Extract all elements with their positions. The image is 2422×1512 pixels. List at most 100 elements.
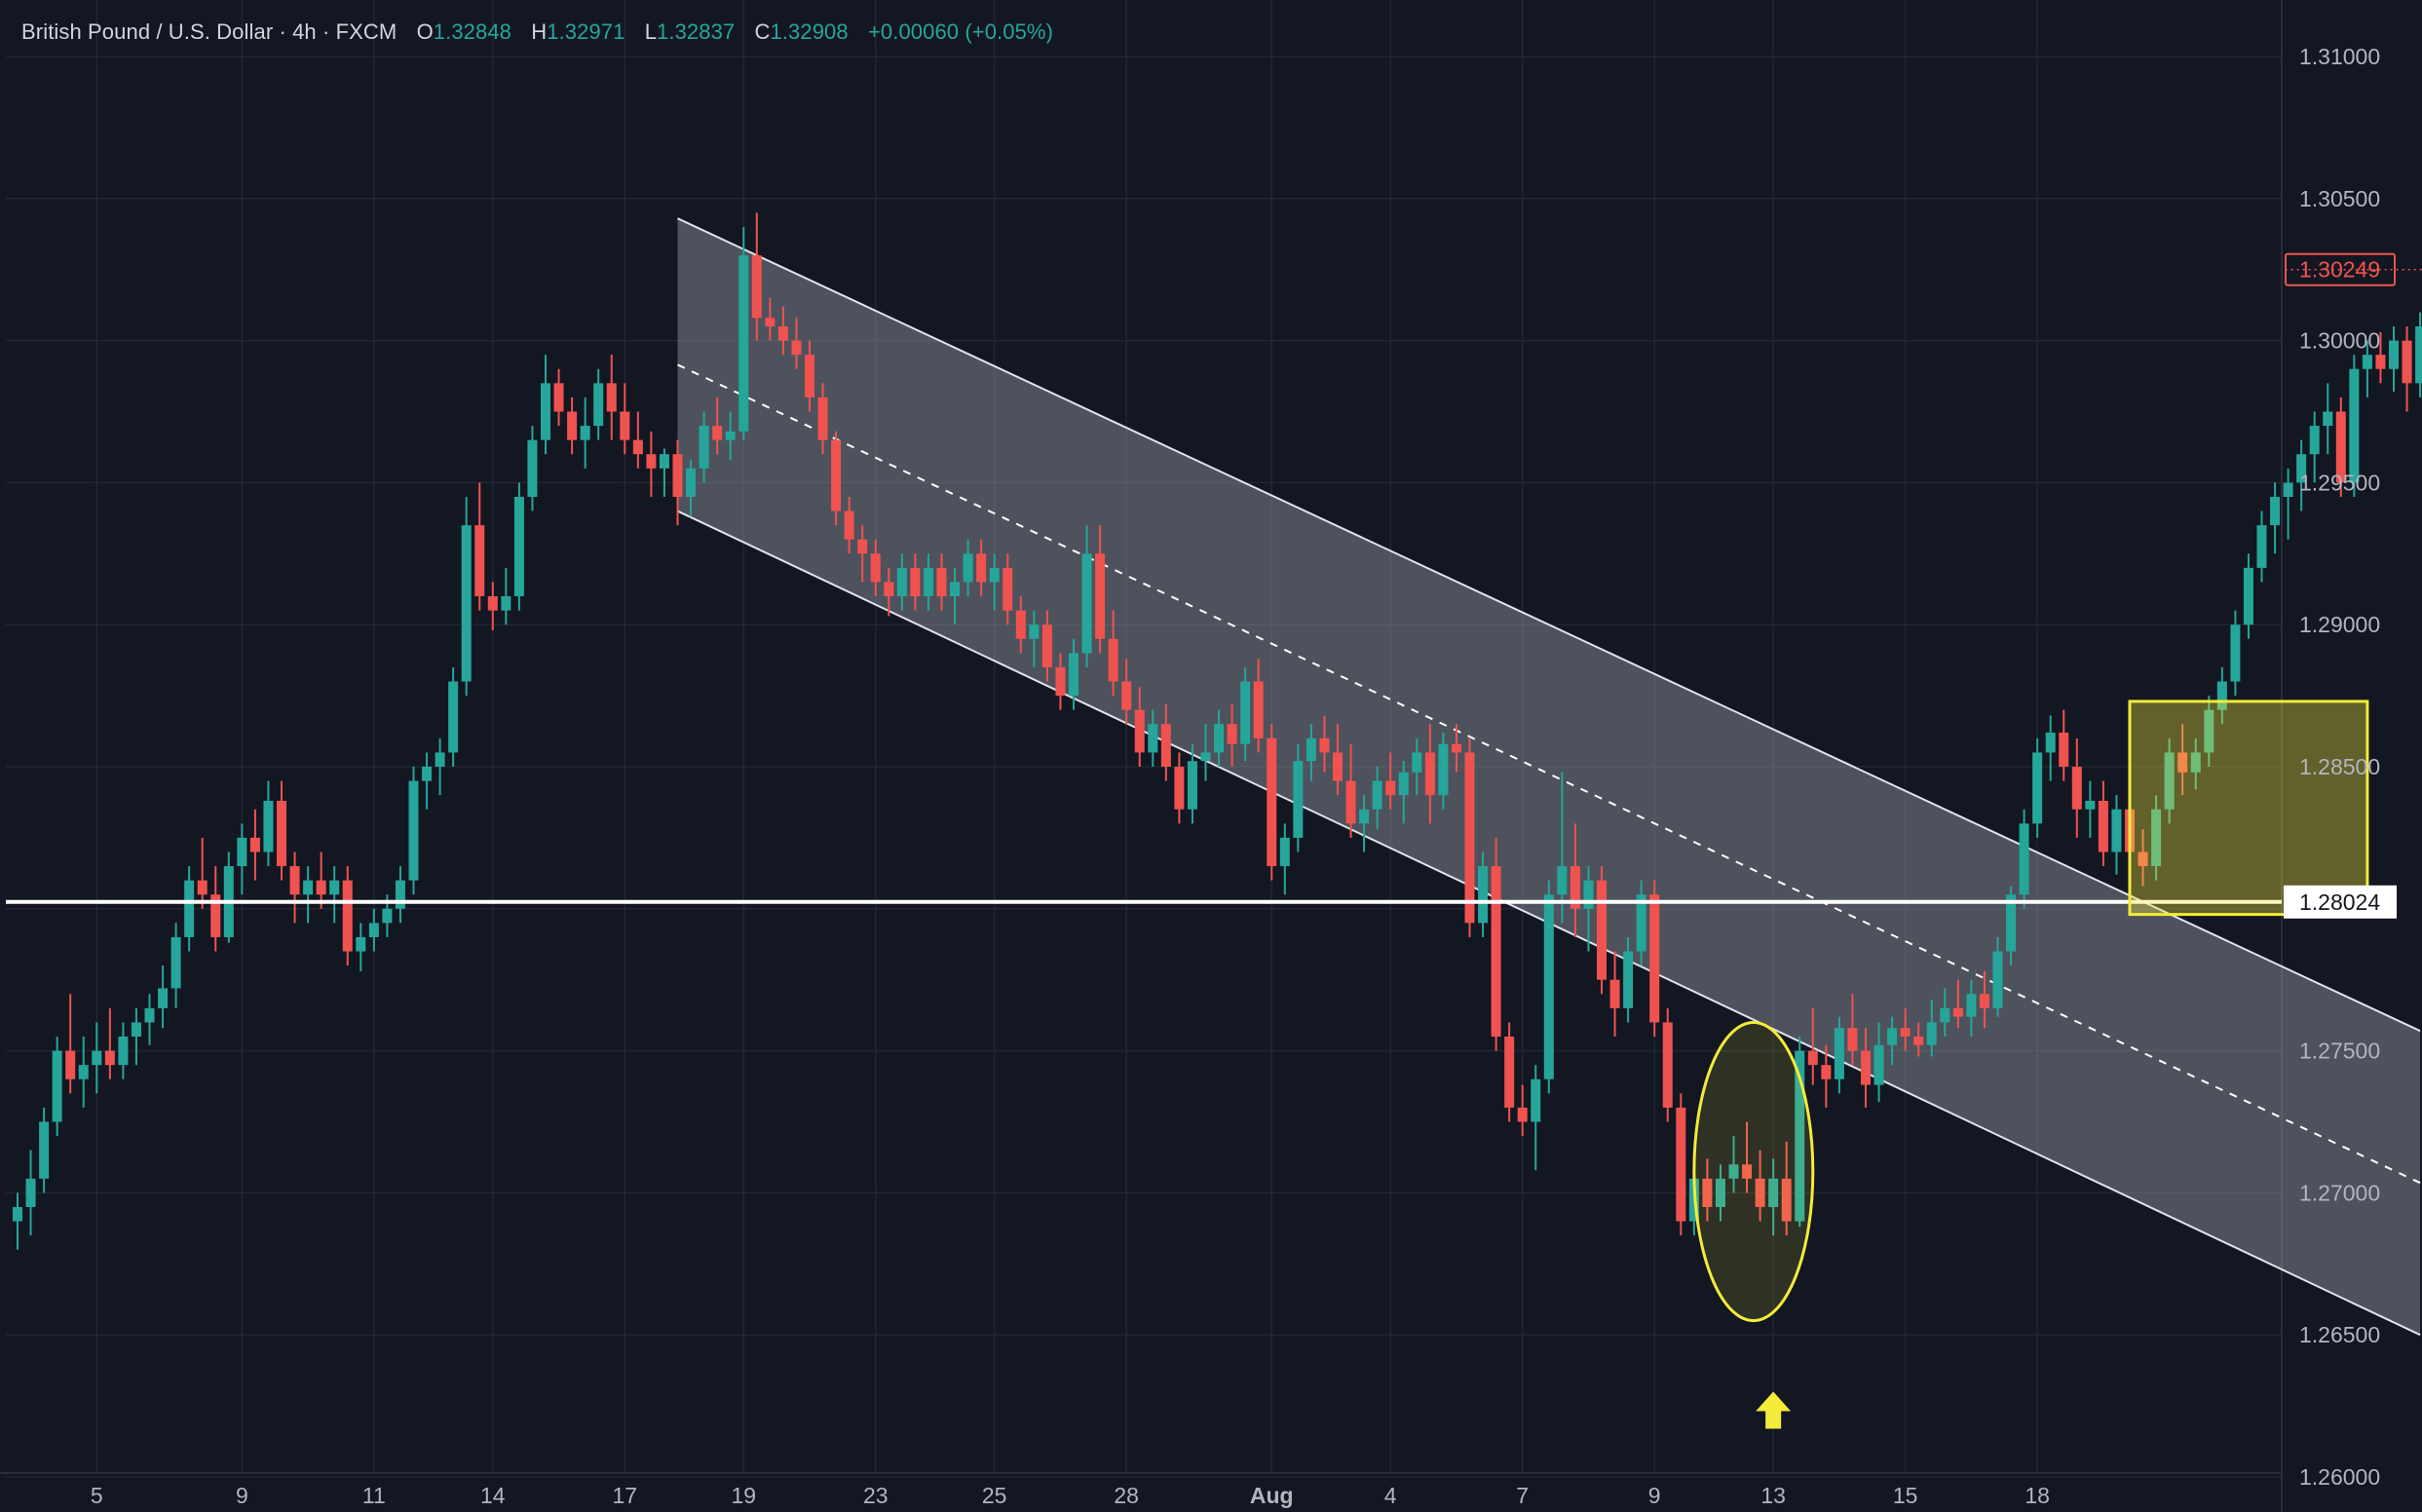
candle-body bbox=[1095, 553, 1106, 639]
candle-body bbox=[2243, 567, 2253, 625]
candle-body bbox=[2335, 411, 2346, 483]
candle bbox=[1609, 951, 1620, 1038]
open-label: O bbox=[416, 19, 434, 44]
candle-body bbox=[2216, 681, 2227, 710]
candle bbox=[1372, 767, 1382, 830]
candle bbox=[65, 994, 76, 1094]
candle bbox=[2270, 482, 2281, 554]
candle-body bbox=[2402, 340, 2412, 384]
symbol-title[interactable]: British Pound / U.S. Dollar · 4h · FXCM bbox=[21, 19, 397, 44]
candle-body bbox=[910, 567, 921, 597]
price-tick-label: 1.30500 bbox=[2299, 186, 2380, 211]
candle bbox=[1200, 724, 1211, 781]
candle bbox=[765, 297, 776, 341]
candle-body bbox=[2362, 355, 2372, 369]
candle bbox=[620, 383, 630, 455]
candle-body bbox=[342, 880, 353, 952]
candle-body bbox=[765, 318, 776, 327]
candle-body bbox=[1583, 880, 1594, 909]
candle-body bbox=[1398, 772, 1409, 796]
candle bbox=[368, 908, 379, 952]
candle-body bbox=[1069, 653, 1079, 697]
candle-body bbox=[1451, 743, 1461, 753]
candle-body bbox=[487, 596, 498, 611]
candle bbox=[513, 482, 524, 611]
candle bbox=[2151, 795, 2162, 881]
candle bbox=[158, 965, 169, 1029]
candle-body bbox=[277, 800, 286, 867]
candle bbox=[1873, 1022, 1884, 1103]
price-tick-label: 1.30000 bbox=[2299, 328, 2380, 354]
candle bbox=[1267, 724, 1277, 881]
candle bbox=[659, 448, 669, 497]
candle-body bbox=[2006, 894, 2017, 952]
candle-body bbox=[461, 525, 472, 682]
candle-body bbox=[1861, 1050, 1871, 1085]
candle-body bbox=[1597, 880, 1607, 980]
candle bbox=[170, 923, 181, 1008]
candle bbox=[963, 539, 973, 597]
candle bbox=[1531, 1065, 1541, 1171]
candle-body bbox=[1807, 1050, 1818, 1066]
candle bbox=[342, 866, 353, 966]
candle-body bbox=[2085, 800, 2096, 810]
price-tick-label: 1.29500 bbox=[2299, 470, 2380, 495]
candle bbox=[1491, 837, 1501, 1051]
candle-body bbox=[1504, 1037, 1515, 1108]
candle-body bbox=[382, 908, 393, 924]
channel-fill bbox=[677, 218, 2421, 1336]
low-label: L bbox=[644, 19, 658, 44]
candle-body bbox=[1570, 866, 1580, 909]
candle bbox=[2375, 331, 2386, 384]
candle-body bbox=[1041, 624, 1052, 667]
candle bbox=[923, 553, 933, 611]
candle-body bbox=[1015, 610, 1026, 639]
candle-body bbox=[1940, 1007, 1950, 1023]
candle-body bbox=[817, 397, 828, 440]
candle bbox=[474, 482, 485, 611]
candle-body bbox=[144, 1007, 155, 1023]
candle-body bbox=[2190, 752, 2201, 773]
candle-body bbox=[831, 439, 842, 511]
candle bbox=[817, 383, 828, 455]
candle-body bbox=[2045, 733, 2056, 753]
candle-body bbox=[1319, 737, 1330, 753]
candle-body bbox=[1847, 1028, 1858, 1051]
candle-body bbox=[25, 1178, 36, 1207]
candle bbox=[1464, 737, 1475, 937]
candle bbox=[2216, 666, 2227, 725]
candle-body bbox=[580, 426, 590, 440]
candle-body bbox=[237, 837, 247, 867]
candle bbox=[1979, 970, 1989, 1029]
candle-body bbox=[963, 553, 973, 583]
candle-body bbox=[422, 767, 433, 781]
candle bbox=[223, 851, 234, 943]
candle bbox=[448, 666, 459, 767]
candle-body bbox=[884, 582, 894, 597]
candle bbox=[910, 553, 921, 611]
candle bbox=[1676, 1093, 1686, 1236]
candle bbox=[131, 1007, 141, 1066]
candle-body bbox=[976, 553, 987, 583]
candle bbox=[316, 851, 326, 909]
candle-body bbox=[1952, 1007, 1963, 1017]
candle bbox=[2006, 886, 2017, 966]
candle-body bbox=[65, 1050, 76, 1079]
candle-body bbox=[1081, 553, 1092, 654]
candle bbox=[1517, 1084, 1528, 1137]
candle bbox=[2256, 510, 2267, 583]
candle bbox=[1041, 610, 1052, 682]
candle-body bbox=[1214, 724, 1225, 753]
price-axis[interactable]: 1.31000 1.30500 1.30000 1.29500 1.29000 1.285… bbox=[2284, 44, 2422, 1490]
candle bbox=[1966, 979, 1977, 1038]
candle bbox=[936, 553, 947, 611]
candle bbox=[1095, 525, 1106, 654]
candle bbox=[1227, 703, 1237, 767]
time-tick-label: 25 bbox=[982, 1483, 1007, 1508]
candle-body bbox=[513, 496, 524, 597]
candle-body bbox=[1834, 1028, 1844, 1079]
candle-body bbox=[329, 880, 340, 895]
time-axis[interactable]: 35911141719232528Aug479131518 bbox=[0, 1483, 2050, 1508]
candle-body bbox=[474, 525, 485, 597]
